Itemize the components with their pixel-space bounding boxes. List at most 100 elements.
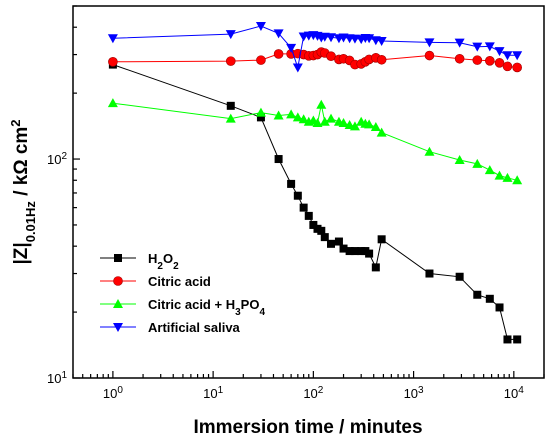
data-point	[286, 43, 297, 53]
data-point	[255, 22, 266, 32]
data-point	[107, 34, 118, 44]
data-point	[317, 226, 326, 235]
data-point	[274, 155, 283, 164]
data-point	[326, 33, 337, 43]
data-point	[513, 335, 522, 344]
data-point	[494, 47, 505, 57]
legend-label: H2O2	[148, 251, 179, 272]
data-point	[338, 118, 349, 128]
x-tick-label: 100	[103, 385, 123, 402]
legend-marker	[114, 254, 122, 262]
data-point	[339, 244, 348, 253]
data-point	[424, 38, 435, 48]
x-tick-label: 102	[303, 385, 323, 402]
data-point	[472, 42, 483, 52]
data-point	[502, 172, 513, 182]
x-tick-label: 101	[203, 385, 223, 402]
data-point	[473, 290, 482, 299]
data-point	[273, 110, 284, 120]
data-point	[357, 247, 366, 256]
data-point	[454, 53, 465, 64]
data-point	[485, 55, 495, 66]
data-point	[376, 54, 387, 65]
data-point	[286, 109, 297, 119]
y-tick-label: 102	[47, 151, 67, 168]
data-point	[287, 179, 296, 188]
data-point	[107, 98, 118, 108]
data-point	[309, 220, 318, 229]
data-point	[299, 203, 308, 212]
data-point	[376, 37, 387, 47]
data-point	[494, 170, 505, 180]
data-point	[226, 101, 235, 110]
legend: H2O2 Citric acid Citric acid + H3PO4 Artifi…	[100, 251, 265, 335]
data-point	[345, 247, 354, 256]
data-point	[484, 42, 495, 52]
data-point	[512, 51, 523, 61]
x-tick-label: 103	[404, 385, 424, 402]
data-point	[334, 237, 343, 246]
x-axis-title: Immersion time / minutes	[193, 417, 422, 438]
data-point	[298, 114, 309, 124]
data-point	[494, 58, 505, 68]
legend-label: Citric acid + H3PO4	[148, 297, 265, 318]
data-point	[293, 191, 302, 200]
y-tick-label: 101	[47, 370, 67, 387]
x-tick-label: 104	[504, 385, 524, 402]
legend-label: Citric acid	[148, 274, 211, 289]
data-point	[370, 122, 381, 132]
data-point	[108, 57, 118, 67]
series-0	[108, 60, 522, 344]
data-point	[377, 235, 386, 244]
data-point	[349, 121, 360, 131]
data-point	[455, 272, 464, 281]
data-point	[376, 127, 387, 137]
data-point	[484, 165, 495, 175]
data-point	[454, 154, 465, 164]
data-point	[364, 119, 375, 129]
data-point	[273, 49, 284, 59]
legend-item: Citric acid	[100, 274, 211, 289]
legend-item: Artificial saliva	[100, 320, 241, 335]
data-point	[502, 61, 513, 72]
legend-marker	[113, 323, 123, 332]
tick-layer: 100 101 102 103 104 101 102	[47, 5, 545, 402]
data-point	[502, 51, 513, 61]
data-point	[256, 55, 266, 65]
series-1	[108, 47, 522, 73]
legend-item: Citric acid + H3PO4	[100, 297, 265, 318]
data-point	[424, 146, 435, 156]
data-point	[485, 294, 494, 303]
data-point	[472, 158, 483, 168]
data-point	[512, 62, 522, 73]
data-point	[365, 249, 374, 258]
data-point	[304, 211, 313, 220]
data-point	[320, 233, 329, 242]
data-point	[495, 303, 504, 312]
legend-marker	[113, 276, 123, 286]
data-point	[503, 335, 512, 344]
data-point	[350, 247, 359, 256]
data-point	[225, 113, 236, 123]
legend-label: Artificial saliva	[148, 320, 241, 335]
series-3	[107, 22, 523, 73]
data-point	[292, 63, 303, 73]
data-point	[371, 263, 380, 272]
data-point	[225, 56, 236, 66]
data-point	[454, 38, 465, 48]
data-point	[316, 99, 327, 109]
data-point	[327, 239, 336, 248]
data-point	[312, 118, 323, 128]
data-point	[326, 113, 337, 123]
legend-marker	[113, 299, 123, 308]
data-point	[292, 112, 303, 122]
data-point	[225, 30, 236, 40]
series-line	[112, 102, 518, 181]
data-point	[472, 55, 483, 65]
data-point	[425, 269, 434, 278]
data-point	[273, 29, 284, 39]
data-point	[424, 50, 435, 61]
legend-item: H2O2	[100, 251, 179, 272]
y-axis-title: |Z|0.01Hz / kΩ cm2	[8, 119, 38, 264]
